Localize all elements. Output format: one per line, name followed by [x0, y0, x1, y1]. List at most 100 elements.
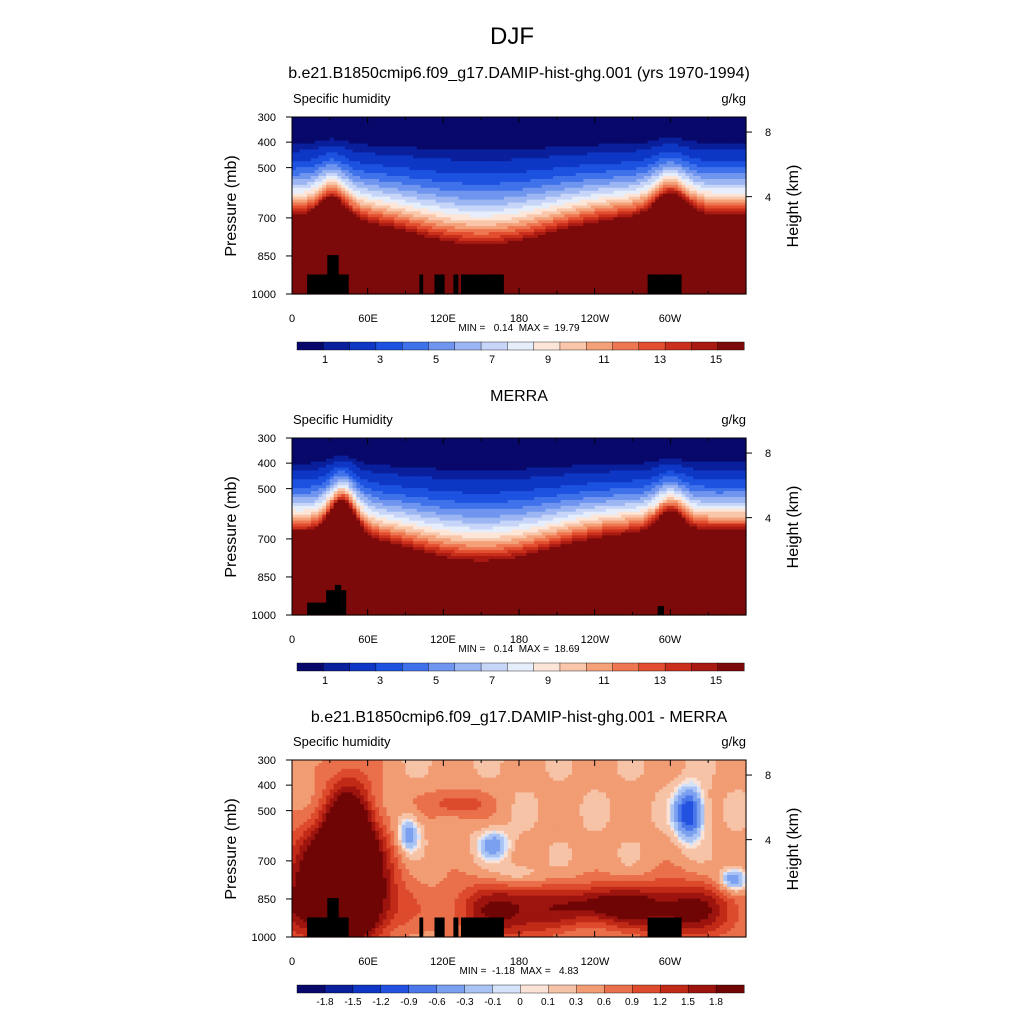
heatmap-cell [677, 137, 683, 142]
heatmap-cell [511, 117, 516, 121]
heatmap-cell [314, 146, 320, 151]
heatmap-cell [545, 117, 550, 121]
heatmap-cell [462, 134, 467, 139]
heatmap-cell [590, 149, 596, 153]
heatmap-cell [537, 134, 543, 139]
heatmap-cell [371, 134, 376, 139]
heatmap-cell [443, 122, 448, 127]
panel-title: b.e21.B1850cmip6.f09_g17.DAMIP-hist-ghg.… [288, 65, 750, 82]
heatmap-cell [481, 122, 486, 127]
heatmap-cell [689, 122, 694, 127]
heatmap-cell [439, 119, 444, 124]
heatmap-cell [515, 134, 520, 139]
heatmap-cell [651, 131, 656, 136]
heatmap-cell [564, 149, 569, 153]
heatmap-cell [624, 146, 630, 151]
heatmap-cell [450, 137, 456, 142]
heatmap-cell [685, 122, 690, 127]
heatmap-cell [329, 137, 335, 142]
heatmap-cell [439, 128, 444, 133]
heatmap-cell [727, 128, 732, 133]
heatmap-cell [496, 134, 501, 139]
heatmap-cell [375, 149, 380, 153]
heatmap-cell [602, 143, 607, 148]
heatmap-cell [583, 128, 588, 133]
heatmap-cell [685, 140, 690, 145]
heatmap-cell [624, 143, 630, 148]
heatmap-cell [409, 134, 414, 139]
heatmap-cell [530, 117, 535, 121]
heatmap-cell [443, 149, 448, 153]
heatmap-cell [318, 122, 323, 127]
heatmap-cell [303, 122, 308, 127]
heatmap-cell [413, 131, 418, 136]
heatmap-cell [473, 119, 478, 124]
heatmap-cell [583, 117, 588, 121]
heatmap-cell [719, 131, 724, 136]
heatmap-cell [651, 128, 656, 133]
heatmap-cell [371, 128, 376, 133]
heatmap-cell [719, 143, 724, 148]
heatmap-cell [469, 122, 475, 127]
heatmap-cell [341, 119, 346, 124]
heatmap-cell [431, 143, 437, 148]
heatmap-cell [439, 122, 444, 127]
heatmap-cell [511, 146, 516, 151]
heatmap-cell [363, 143, 369, 148]
heatmap-cell [568, 119, 573, 124]
heatmap-cell [583, 119, 588, 124]
heatmap-cell [382, 149, 388, 153]
heatmap-cell [727, 146, 732, 151]
heatmap-cell [473, 122, 478, 127]
heatmap-cell [647, 137, 653, 142]
heatmap-cell [394, 134, 399, 139]
heatmap-cell [571, 119, 577, 124]
heatmap-cell [681, 128, 687, 133]
heatmap-cell [507, 134, 513, 139]
heatmap-cell [439, 149, 444, 153]
heatmap-cell [439, 137, 444, 142]
heatmap-cell [730, 134, 736, 139]
heatmap-cell [526, 119, 531, 124]
heatmap-cell [564, 134, 569, 139]
heatmap-cell [363, 119, 369, 124]
heatmap-cell [488, 131, 494, 136]
heatmap-cell [598, 140, 603, 145]
heatmap-cell [405, 128, 410, 133]
heatmap-cell [575, 122, 581, 127]
heatmap-cell [738, 119, 743, 124]
heatmap-cell [382, 146, 388, 151]
heatmap-cell [420, 131, 426, 136]
heatmap-cell [356, 140, 361, 145]
heatmap-cell [689, 134, 694, 139]
heatmap-cell [511, 122, 516, 127]
heatmap-cell [371, 131, 376, 136]
heatmap-cell [405, 125, 410, 130]
heatmap-cell [431, 122, 437, 127]
heatmap-cell [307, 128, 312, 133]
heatmap-cell [537, 117, 543, 121]
heatmap-cell [318, 140, 323, 145]
heatmap-cell [643, 122, 649, 127]
heatmap-cell [333, 143, 338, 148]
heatmap-cell [484, 119, 490, 124]
heatmap-cell [549, 128, 554, 133]
heatmap-cell [303, 146, 308, 151]
heatmap-cell [492, 125, 497, 130]
heatmap-cell [473, 131, 478, 136]
heatmap-cell [367, 128, 373, 133]
heatmap-cell [617, 119, 622, 124]
heatmap-cell [640, 125, 645, 130]
heatmap-cell [367, 140, 373, 145]
heatmap-cell [337, 131, 342, 136]
heatmap-cell [655, 122, 660, 127]
heatmap-cell [435, 137, 441, 142]
heatmap-cell [314, 119, 320, 124]
heatmap-cell [507, 122, 513, 127]
heatmap-cell [337, 140, 342, 145]
heatmap-cell [394, 125, 399, 130]
heatmap-cell [700, 125, 705, 130]
heatmap-cell [734, 117, 740, 121]
heatmap-cell [537, 122, 543, 127]
heatmap-cell [545, 134, 550, 139]
